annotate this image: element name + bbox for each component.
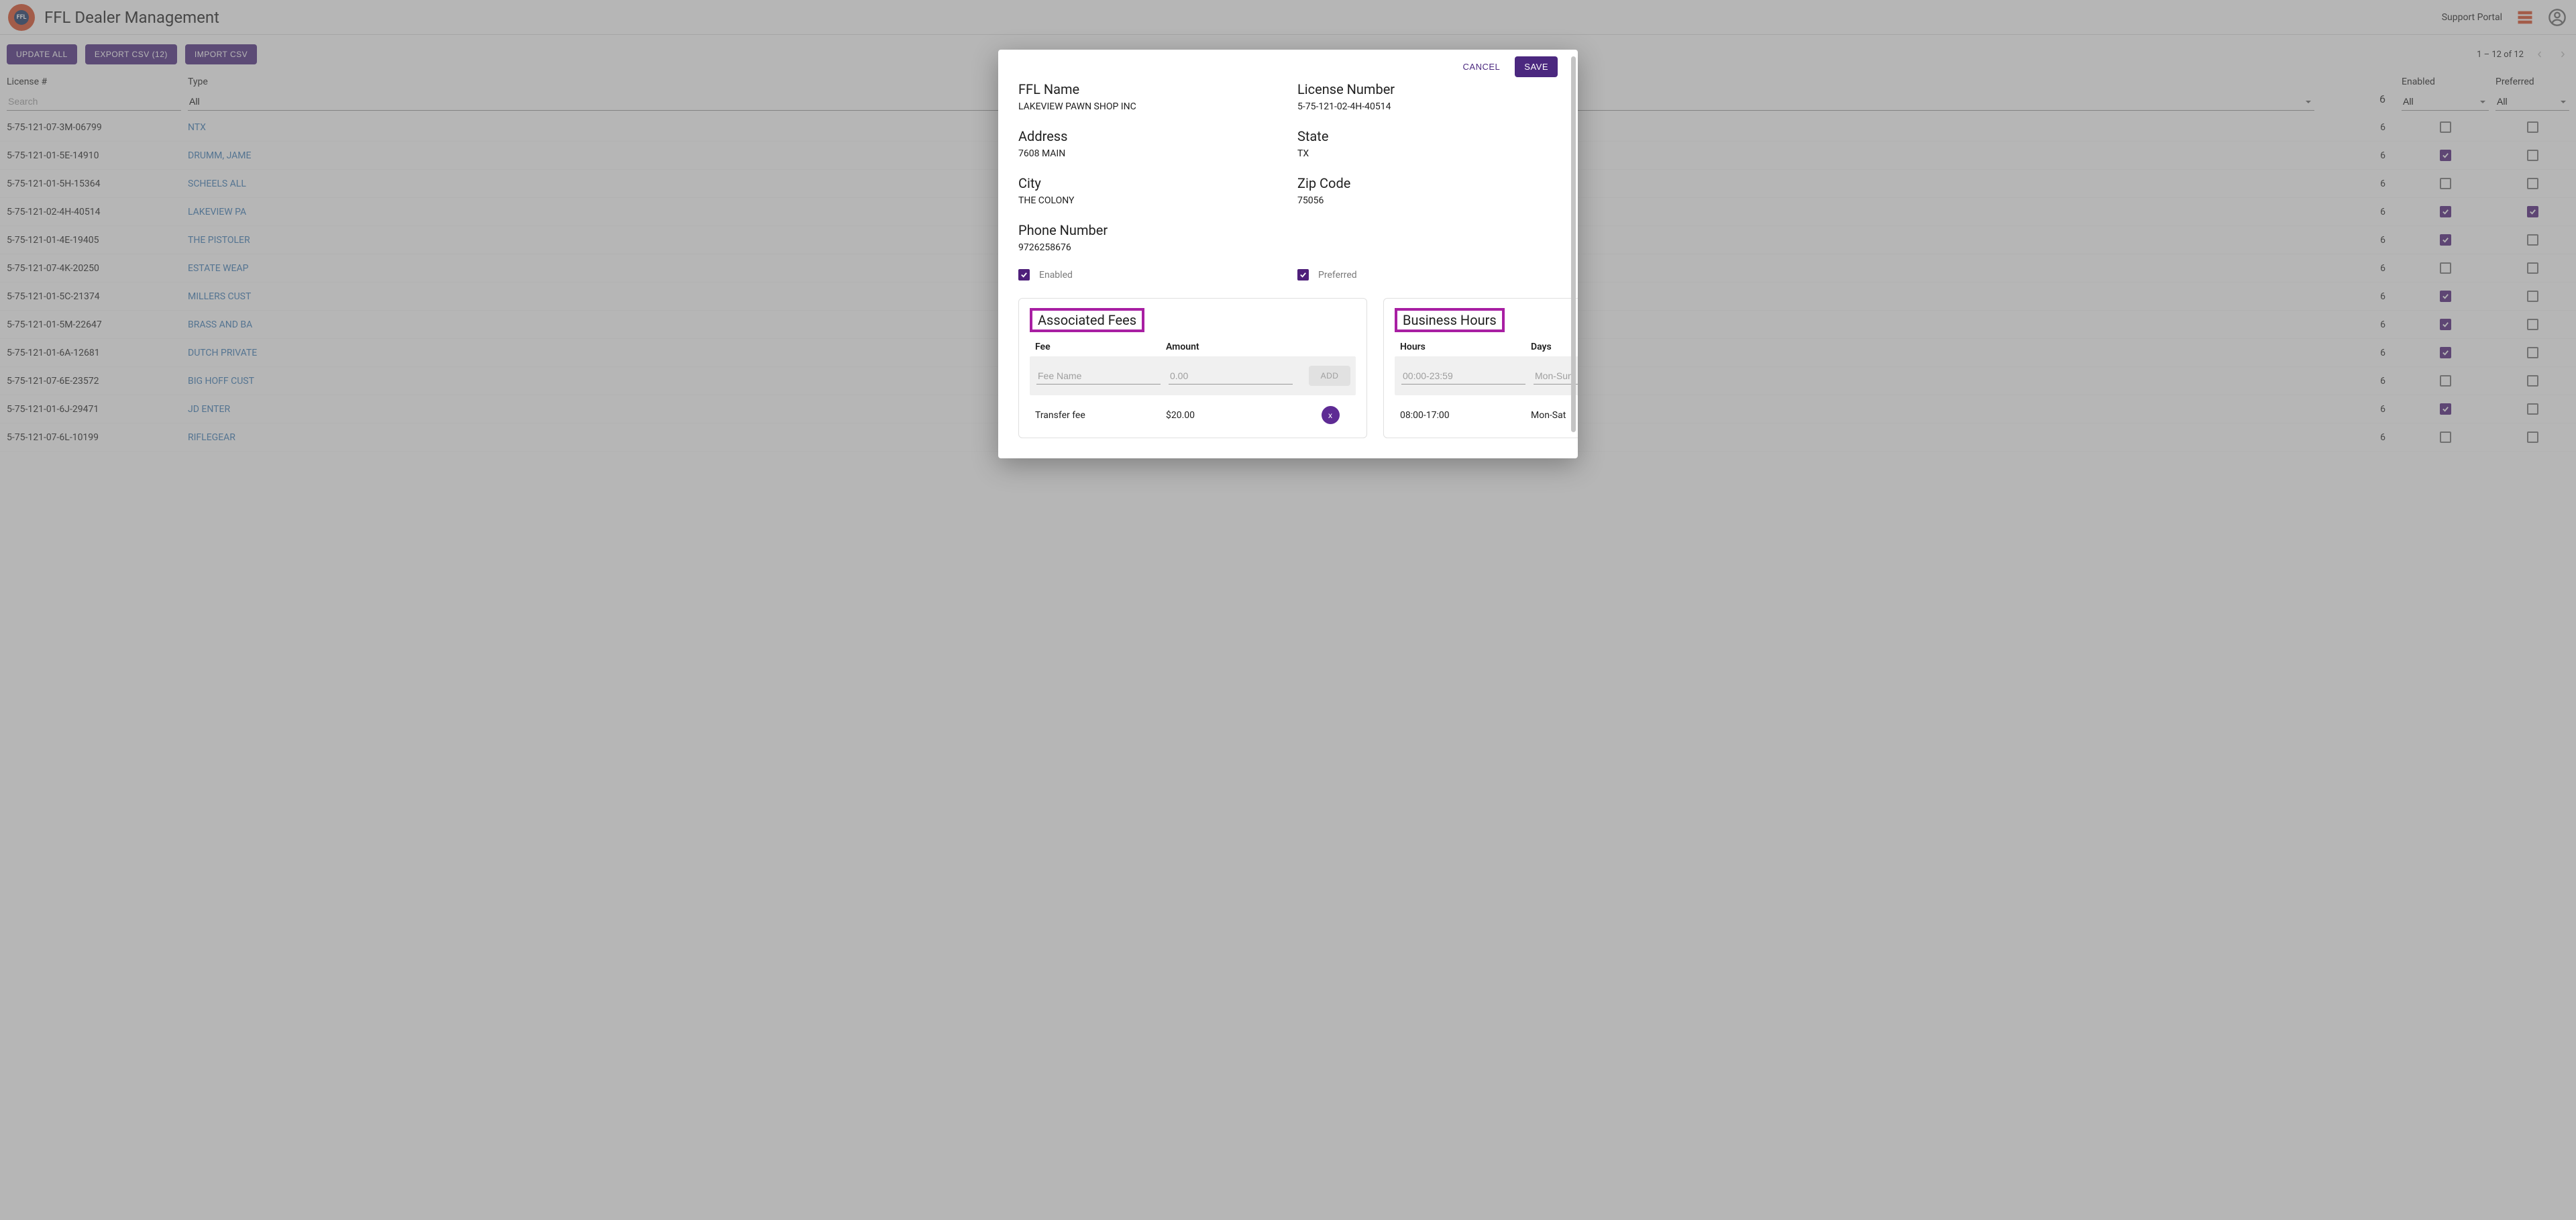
hours-header: Hours Days: [1395, 339, 1578, 356]
enabled-label: Enabled: [1039, 270, 1073, 281]
preferred-checkbox-line: Preferred: [1297, 269, 1558, 281]
license-label: License Number: [1297, 81, 1558, 97]
address-value: 7608 MAIN: [1018, 148, 1279, 159]
field-state: State TX: [1297, 128, 1558, 159]
zip-label: Zip Code: [1297, 175, 1558, 191]
business-hours-card: Business Hours Hours Days ADD 08:00-17:0…: [1383, 298, 1578, 438]
state-value: TX: [1297, 148, 1558, 159]
associated-fees-title: Associated Fees: [1038, 312, 1136, 328]
fee-col-label: Fee: [1035, 342, 1166, 352]
address-label: Address: [1018, 128, 1279, 144]
fees-header: Fee Amount: [1030, 339, 1356, 356]
associated-fees-card: Associated Fees Fee Amount ADD Transfer …: [1018, 298, 1367, 438]
amount-col-label: Amount: [1166, 342, 1297, 352]
enabled-checkbox[interactable]: [1018, 269, 1030, 281]
field-ffl-name: FFL Name LAKEVIEW PAWN SHOP INC: [1018, 81, 1279, 112]
business-hours-title-box: Business Hours: [1395, 308, 1505, 332]
dealer-edit-modal: CANCEL SAVE FFL Name LAKEVIEW PAWN SHOP …: [998, 50, 1578, 458]
hours-col-label: Hours: [1400, 342, 1531, 352]
associated-fees-title-box: Associated Fees: [1030, 308, 1144, 332]
phone-label: Phone Number: [1018, 222, 1279, 238]
add-fee-button[interactable]: ADD: [1309, 366, 1350, 386]
zip-value: 75056: [1297, 195, 1558, 206]
fee-amount-input[interactable]: [1169, 368, 1293, 385]
license-value: 5-75-121-02-4H-40514: [1297, 101, 1558, 112]
preferred-label: Preferred: [1318, 270, 1357, 281]
preferred-checkbox[interactable]: [1297, 269, 1309, 281]
hours-input[interactable]: [1401, 368, 1525, 385]
field-phone: Phone Number 9726258676: [1018, 222, 1279, 253]
modal-overlay[interactable]: CANCEL SAVE FFL Name LAKEVIEW PAWN SHOP …: [0, 0, 2576, 1220]
field-city: City THE COLONY: [1018, 175, 1279, 206]
fee-name-input[interactable]: [1036, 368, 1161, 385]
days-col-label: Days: [1531, 342, 1578, 352]
days-input[interactable]: [1534, 368, 1578, 385]
field-license-number: License Number 5-75-121-02-4H-40514: [1297, 81, 1558, 112]
state-label: State: [1297, 128, 1558, 144]
ffl-name-label: FFL Name: [1018, 81, 1279, 97]
save-button[interactable]: SAVE: [1515, 56, 1558, 77]
fees-input-row: ADD: [1030, 356, 1356, 395]
fee-row-name: Transfer fee: [1035, 410, 1166, 421]
enabled-checkbox-line: Enabled: [1018, 269, 1279, 281]
field-zip: Zip Code 75056: [1297, 175, 1558, 206]
hours-row-hours: 08:00-17:00: [1400, 410, 1531, 421]
fee-row-amount: $20.00: [1166, 410, 1297, 421]
ffl-name-value: LAKEVIEW PAWN SHOP INC: [1018, 101, 1279, 112]
field-address: Address 7608 MAIN: [1018, 128, 1279, 159]
fee-row: Transfer fee $20.00 x: [1030, 405, 1356, 425]
modal-actions: CANCEL SAVE: [1018, 56, 1558, 77]
hours-input-row: ADD: [1395, 356, 1578, 395]
remove-fee-button[interactable]: x: [1322, 406, 1340, 424]
city-value: THE COLONY: [1018, 195, 1279, 206]
cancel-button[interactable]: CANCEL: [1458, 56, 1506, 77]
hours-row: 08:00-17:00 Mon-Sat x: [1395, 405, 1578, 425]
hours-row-days: Mon-Sat: [1531, 410, 1578, 421]
phone-value: 9726258676: [1018, 242, 1279, 253]
city-label: City: [1018, 175, 1279, 191]
business-hours-title: Business Hours: [1403, 312, 1497, 328]
